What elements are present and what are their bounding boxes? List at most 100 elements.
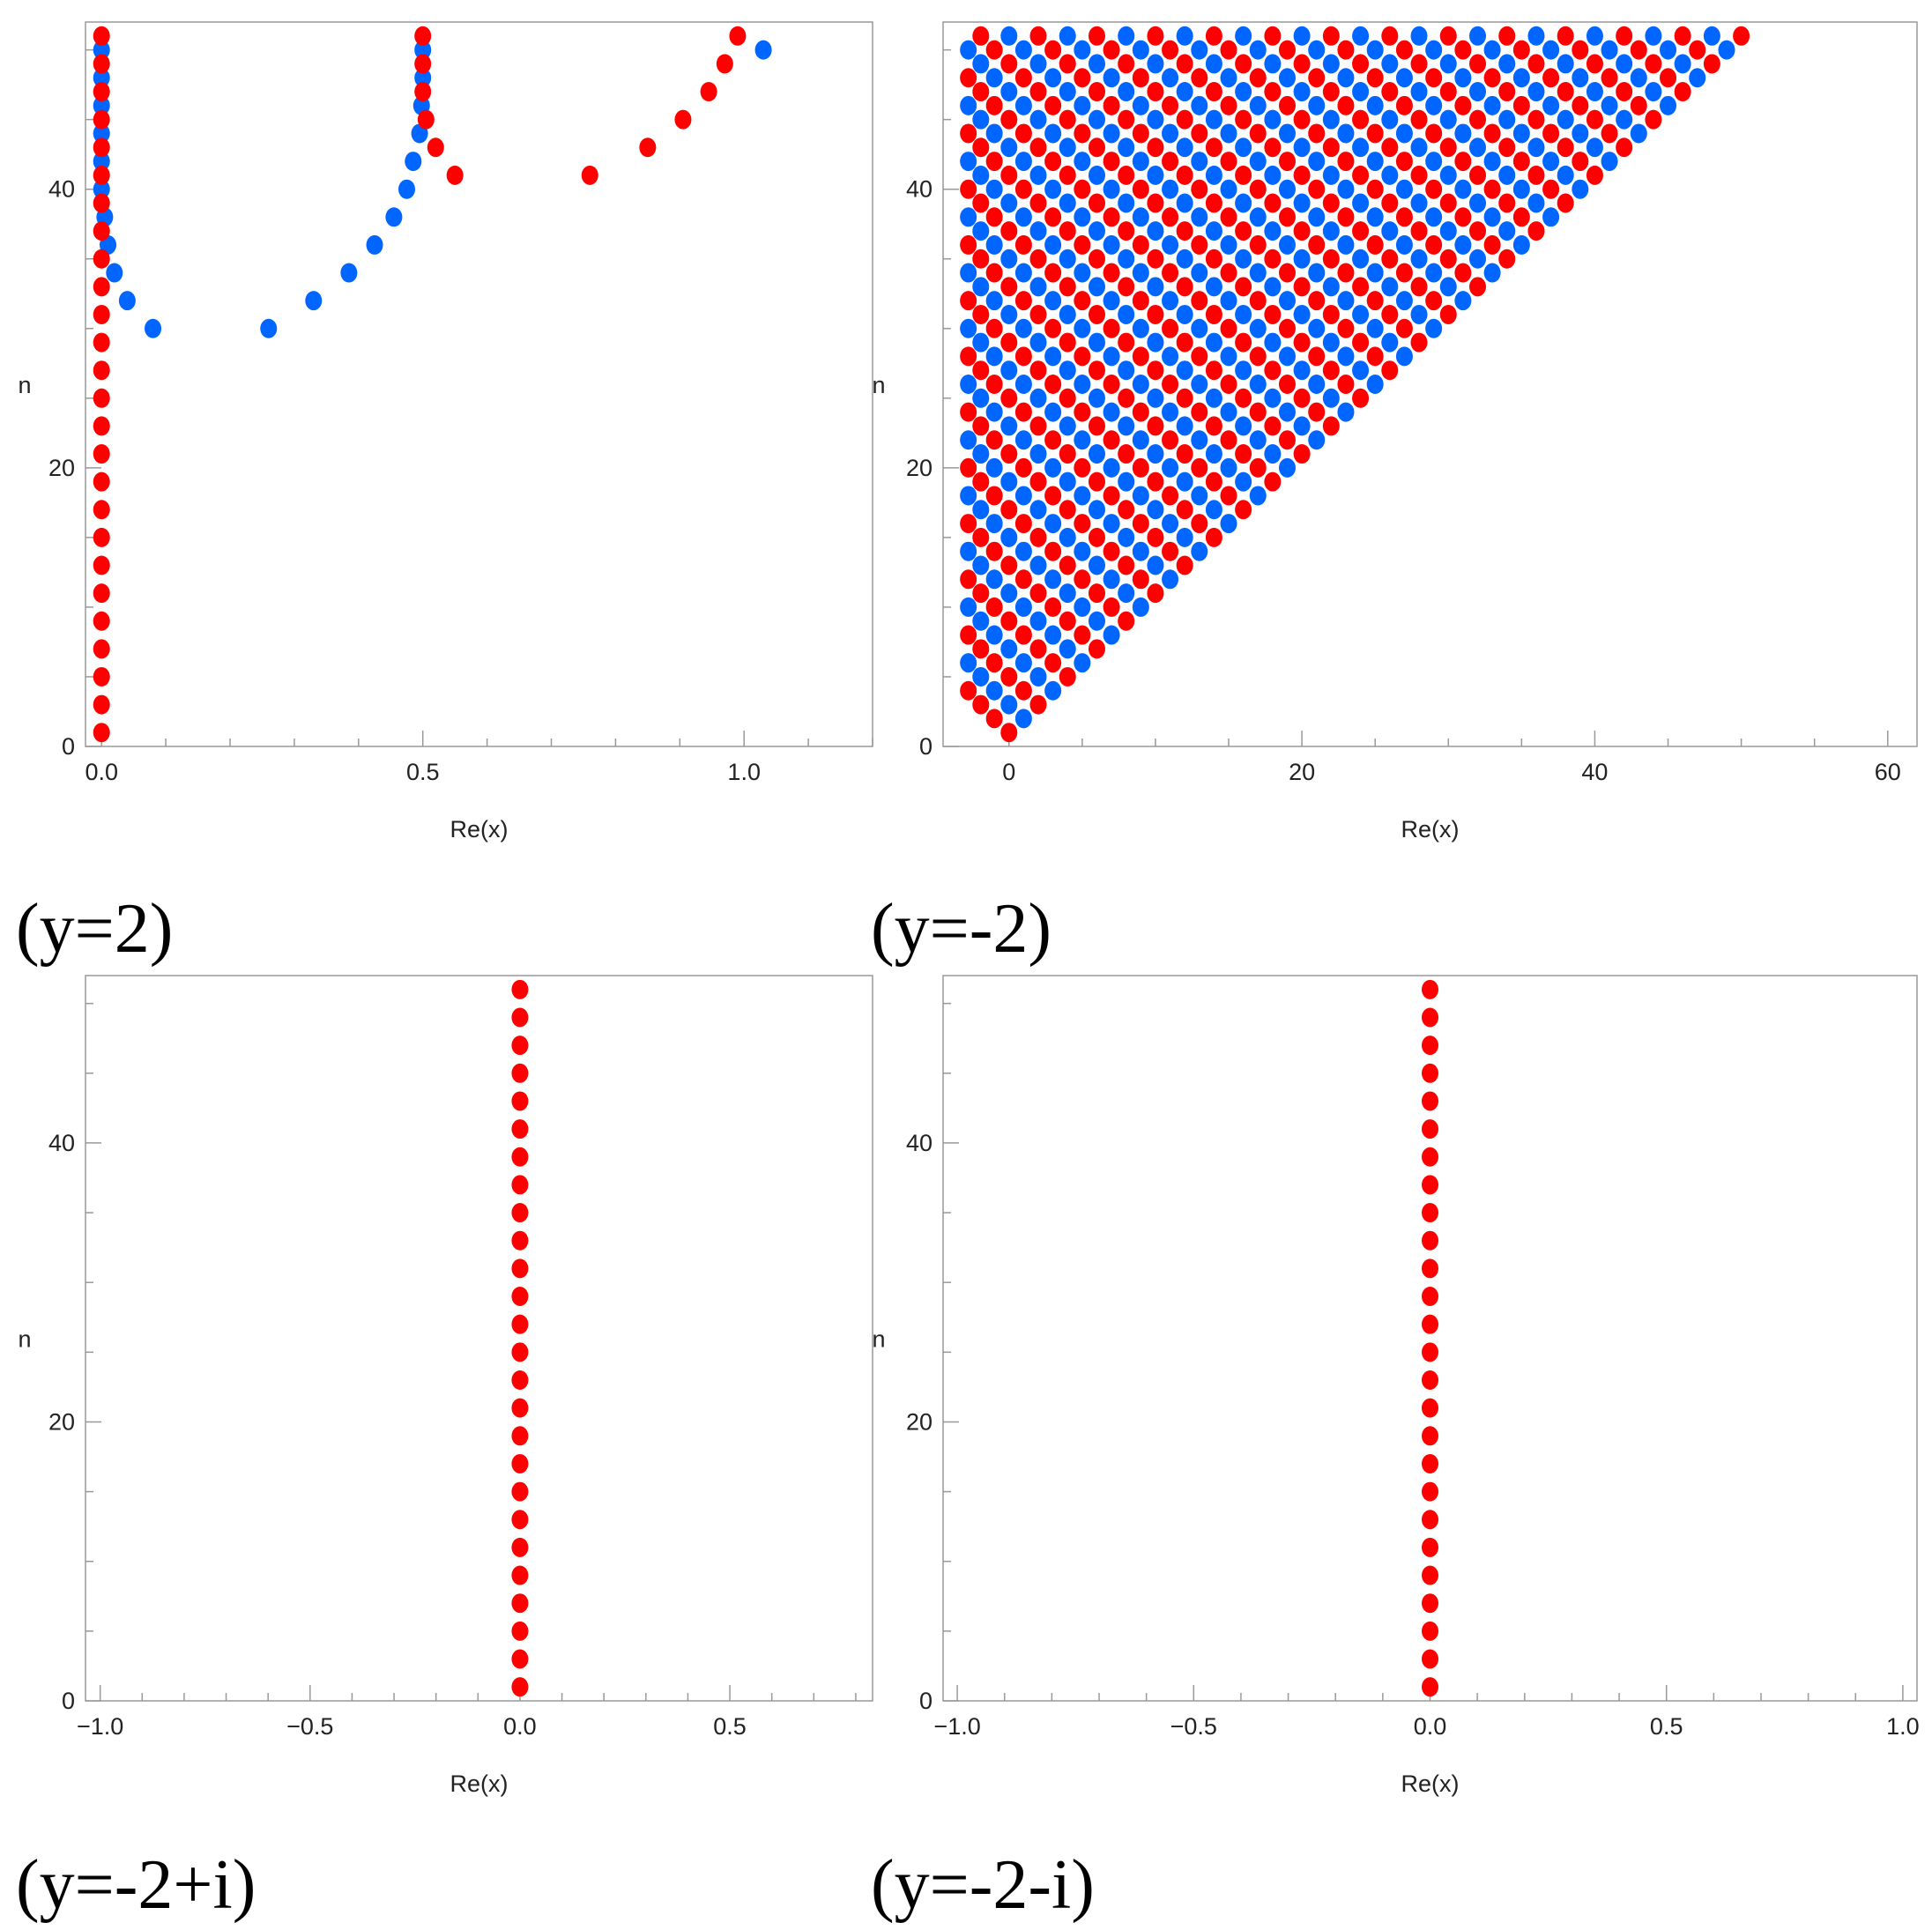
point-red <box>1147 137 1164 158</box>
point-red <box>985 541 1003 561</box>
point-red <box>1147 193 1164 213</box>
point-red <box>1337 375 1355 394</box>
x-tick-label: 0.5 <box>713 1713 747 1740</box>
point-red <box>1542 179 1560 199</box>
point-blue <box>1162 569 1179 590</box>
point-blue <box>1029 54 1047 74</box>
point-blue <box>1074 207 1091 227</box>
point-blue <box>1660 95 1677 115</box>
chart-panel-4: −1.0 −0.5 0.0 0.5 1.0 0 20 40 Re(x) n (y=-2-i) <box>871 975 1920 1924</box>
point-blue <box>1014 263 1032 283</box>
point-blue <box>1205 165 1222 185</box>
point-blue <box>1293 26 1311 46</box>
point-blue <box>1059 193 1076 213</box>
point-blue <box>340 263 358 283</box>
point-blue <box>1235 137 1252 158</box>
point-blue <box>1308 152 1326 172</box>
point-red <box>1542 123 1560 144</box>
point-blue <box>1395 346 1413 367</box>
point-blue <box>1014 40 1032 60</box>
point-red <box>960 514 977 534</box>
point-red <box>1527 109 1545 130</box>
point-red <box>93 527 110 547</box>
point-blue <box>414 68 432 88</box>
point-red <box>1176 388 1193 408</box>
point-red <box>1074 402 1091 422</box>
point-red <box>1366 68 1384 88</box>
point-red <box>1322 26 1340 46</box>
point-blue <box>1366 152 1384 172</box>
point-red <box>700 82 717 102</box>
point-red <box>1425 68 1443 88</box>
point-red <box>511 1007 529 1028</box>
point-blue <box>1044 179 1062 199</box>
point-red <box>1469 54 1487 74</box>
point-blue <box>1235 416 1252 436</box>
point-red <box>1422 1007 1438 1028</box>
point-red <box>960 123 977 144</box>
point-red <box>1147 360 1164 381</box>
point-red <box>1352 109 1370 130</box>
point-blue <box>1601 40 1618 60</box>
point-blue <box>1147 277 1164 297</box>
point-red <box>1422 1537 1438 1557</box>
point-blue <box>1425 95 1443 115</box>
point-red <box>1512 207 1530 227</box>
point-blue <box>1425 263 1443 283</box>
point-red <box>1191 234 1208 255</box>
point-red <box>1422 1119 1438 1139</box>
point-blue <box>1425 152 1443 172</box>
point-red <box>1220 318 1237 338</box>
point-blue <box>1000 416 1018 436</box>
point-blue <box>1264 221 1282 241</box>
point-red <box>1674 82 1691 102</box>
point-red <box>1264 471 1282 492</box>
panel-caption: (y=-2+i) <box>16 1846 256 1924</box>
point-blue <box>1029 666 1047 687</box>
point-red <box>1366 123 1384 144</box>
point-red <box>1410 109 1428 130</box>
point-blue <box>1689 68 1706 88</box>
chart-panel-3: −1.0 −0.5 0.0 0.5 0 20 40 Re(x) n (y=-2+i) <box>16 975 873 1924</box>
point-blue <box>972 444 990 464</box>
point-blue <box>1162 402 1179 422</box>
point-red <box>1264 26 1282 46</box>
point-blue <box>960 263 977 283</box>
point-blue <box>1557 109 1574 130</box>
point-blue <box>1191 486 1208 506</box>
point-blue <box>1118 193 1135 213</box>
point-blue <box>1103 346 1120 367</box>
point-blue <box>1264 109 1282 130</box>
point-blue <box>93 40 110 60</box>
point-red <box>1000 109 1018 130</box>
point-blue <box>1308 430 1326 450</box>
y-tick-label: 20 <box>906 1408 933 1435</box>
point-red <box>1191 402 1208 422</box>
point-blue <box>1191 430 1208 450</box>
y-tick-label: 0 <box>919 1688 933 1714</box>
point-red <box>1014 234 1032 255</box>
point-red <box>972 304 990 324</box>
plot-frame <box>85 21 873 747</box>
point-red <box>1000 332 1018 353</box>
point-blue <box>1483 95 1501 115</box>
y-tick-label: 40 <box>906 176 933 203</box>
point-red <box>93 723 110 743</box>
point-blue <box>1014 152 1032 172</box>
point-red <box>1014 569 1032 590</box>
point-blue <box>1352 26 1370 46</box>
point-red <box>1132 234 1149 255</box>
point-blue <box>1220 234 1237 255</box>
point-red <box>427 137 444 158</box>
point-red <box>1249 234 1267 255</box>
point-blue <box>1293 82 1311 102</box>
point-red <box>1176 165 1193 185</box>
point-red <box>1512 40 1530 60</box>
point-blue <box>1264 332 1282 353</box>
point-red <box>1308 346 1326 367</box>
point-blue <box>1147 444 1164 464</box>
point-red <box>1088 26 1105 46</box>
point-red <box>1205 82 1222 102</box>
point-red <box>1512 95 1530 115</box>
